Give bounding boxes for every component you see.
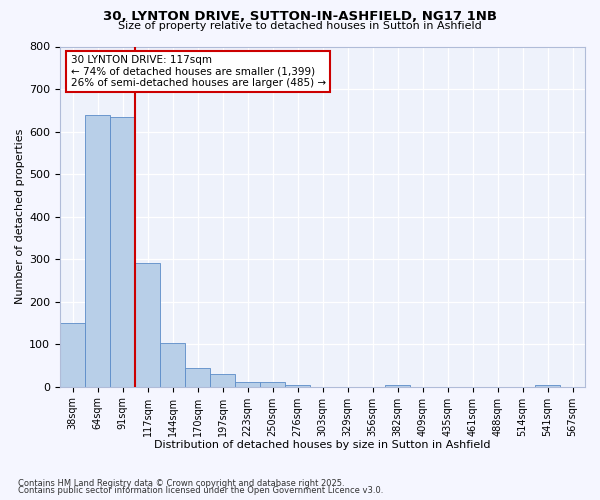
Text: 30 LYNTON DRIVE: 117sqm
← 74% of detached houses are smaller (1,399)
26% of semi: 30 LYNTON DRIVE: 117sqm ← 74% of detache… [71, 55, 326, 88]
Y-axis label: Number of detached properties: Number of detached properties [15, 129, 25, 304]
Bar [60, 323, 85, 386]
Bar [535, 384, 560, 386]
X-axis label: Distribution of detached houses by size in Sutton in Ashfield: Distribution of detached houses by size … [154, 440, 491, 450]
Bar [110, 116, 135, 386]
Bar [285, 384, 310, 386]
Bar [135, 264, 160, 386]
Text: Contains public sector information licensed under the Open Government Licence v3: Contains public sector information licen… [18, 486, 383, 495]
Text: Size of property relative to detached houses in Sutton in Ashfield: Size of property relative to detached ho… [118, 21, 482, 31]
Text: Contains HM Land Registry data © Crown copyright and database right 2025.: Contains HM Land Registry data © Crown c… [18, 478, 344, 488]
Bar [385, 384, 410, 386]
Text: 30, LYNTON DRIVE, SUTTON-IN-ASHFIELD, NG17 1NB: 30, LYNTON DRIVE, SUTTON-IN-ASHFIELD, NG… [103, 10, 497, 23]
Bar [85, 114, 110, 386]
Bar [210, 374, 235, 386]
Bar [185, 368, 210, 386]
Bar [260, 382, 285, 386]
Bar [235, 382, 260, 386]
Bar [160, 343, 185, 386]
